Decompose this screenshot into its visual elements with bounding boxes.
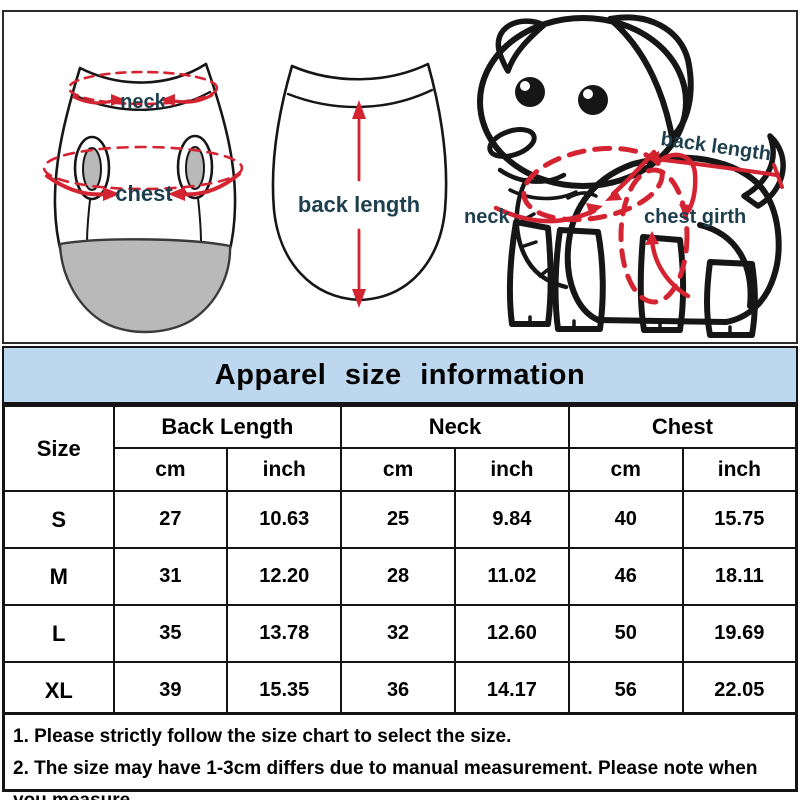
back-length-cm-value: 27 xyxy=(112,490,229,549)
chest-inch-value: 18.11 xyxy=(681,547,798,606)
dog-illustration: neck back length chest girth xyxy=(464,14,786,338)
chest-cm-value: 40 xyxy=(567,490,684,549)
neck-inch-value: 9.84 xyxy=(453,490,570,549)
neck-inch-value: 11.02 xyxy=(453,547,570,606)
back-length-cm-value: 35 xyxy=(112,604,229,663)
neck-inch-value: 14.17 xyxy=(453,661,570,721)
col-header-chest: Chest xyxy=(567,404,798,449)
col-header-size: Size xyxy=(2,404,115,492)
table-row-xl: XL 39 15.35 36 14.17 56 22.05 xyxy=(2,661,798,721)
notes-box: 1. Please strictly follow the size chart… xyxy=(2,712,798,800)
neck-measure-ring xyxy=(67,70,219,106)
dog-head xyxy=(477,15,689,189)
table-units-row: cm inch cm inch cm inch xyxy=(4,447,798,492)
back-length-cm-value: 39 xyxy=(112,661,229,721)
dog-eye-left xyxy=(515,77,545,107)
table-title-bar: Apparel size information xyxy=(2,346,798,404)
unit-back-length-cm: cm xyxy=(112,447,229,492)
table-row-s: S 27 10.63 25 9.84 40 15.75 xyxy=(2,490,798,549)
chest-cm-value: 50 xyxy=(567,604,684,663)
apparel-size-table: Size Back Length Neck Chest cm inch cm i… xyxy=(2,404,798,721)
table-row-l: L 35 13.78 32 12.60 50 19.69 xyxy=(2,604,798,663)
back-length-label: back length xyxy=(298,192,420,217)
dog-tail xyxy=(741,133,786,209)
back-length-inch-value: 15.35 xyxy=(226,661,343,721)
dog-front-leg-near xyxy=(552,227,606,332)
neck-cm-value: 32 xyxy=(340,604,456,663)
unit-chest-cm: cm xyxy=(567,447,684,492)
unit-back-length-inch: inch xyxy=(226,447,343,492)
neck-cm-value: 25 xyxy=(340,490,456,549)
table-title: Apparel size information xyxy=(214,358,586,391)
chest-inch-value: 15.75 xyxy=(681,490,798,549)
unit-neck-inch: inch xyxy=(453,447,570,492)
dog-chest-girth-label: chest girth xyxy=(644,206,746,228)
chest-inch-value: 22.05 xyxy=(681,661,798,721)
dog-neck-label: neck xyxy=(464,206,510,228)
back-length-inch-value: 13.78 xyxy=(226,604,343,663)
back-length-cm-value: 31 xyxy=(112,547,229,606)
dog-ear-left xyxy=(495,18,547,74)
chest-cm-value: 56 xyxy=(567,661,684,721)
dog-chest-ring xyxy=(618,167,690,305)
dog-nose xyxy=(487,127,537,159)
col-header-back-length: Back Length xyxy=(112,404,343,449)
neck-inch-value: 12.60 xyxy=(453,604,570,663)
dog-ear-right xyxy=(607,14,694,140)
garment-back-body xyxy=(271,62,448,302)
dog-hind-leg-near xyxy=(704,259,758,338)
dog-eye-right xyxy=(578,85,608,115)
chest-inch-value: 19.69 xyxy=(681,604,798,663)
size-value: XL xyxy=(2,661,115,721)
garment-back-illustration: back length xyxy=(271,62,448,308)
size-value: S xyxy=(2,490,115,549)
unit-chest-inch: inch xyxy=(681,447,798,492)
dog-hind-leg-far xyxy=(637,234,686,333)
table-header-row: Size Back Length Neck Chest xyxy=(2,404,798,492)
neck-cm-value: 36 xyxy=(340,661,456,721)
back-length-inch-value: 12.20 xyxy=(226,547,343,606)
chest-cm-value: 46 xyxy=(567,547,684,606)
front-neck-label: neck xyxy=(120,91,166,113)
garment-front-illustration: neck chest xyxy=(42,62,244,334)
front-chest-label: chest xyxy=(115,181,173,206)
chest-measure-ring xyxy=(42,145,244,191)
garment-front-hem xyxy=(58,238,232,334)
size-value: M xyxy=(2,547,115,606)
note-1: 1. Please strictly follow the size chart… xyxy=(13,726,512,747)
unit-neck-cm: cm xyxy=(340,447,456,492)
table-row-m: M 31 12.20 28 11.02 46 18.11 xyxy=(2,547,798,606)
col-header-neck: Neck xyxy=(340,404,570,449)
back-length-inch-value: 10.63 xyxy=(226,490,343,549)
neck-cm-value: 28 xyxy=(340,547,456,606)
note-2: 2. The size may have 1-3cm differs due t… xyxy=(13,758,758,800)
size-value: L xyxy=(2,604,115,663)
measurement-illustration-panel: neck chest back length xyxy=(2,10,798,344)
